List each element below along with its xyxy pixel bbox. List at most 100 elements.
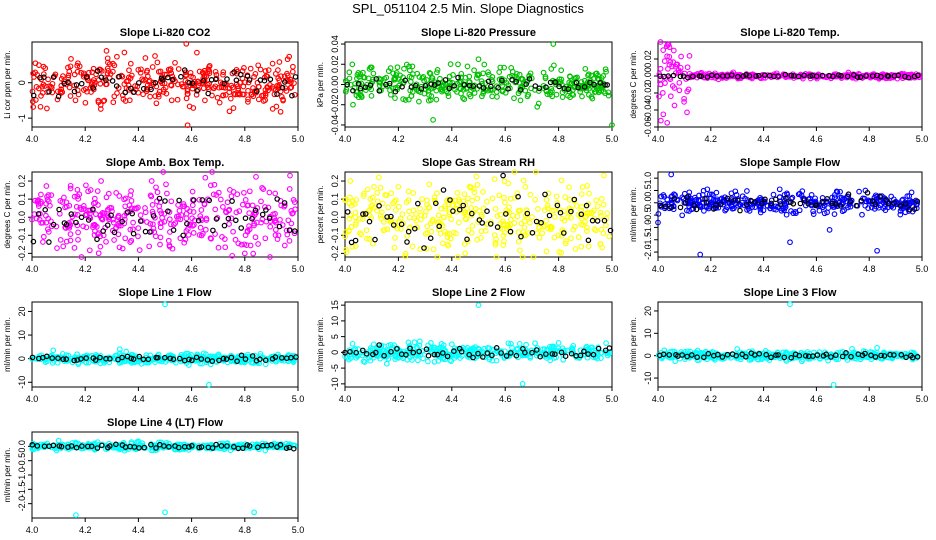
data-point xyxy=(482,227,489,234)
data-point xyxy=(149,64,156,70)
data-point xyxy=(427,70,434,77)
baseline-point xyxy=(878,352,884,359)
outlier-point xyxy=(697,251,704,258)
data-point xyxy=(163,71,170,78)
baseline-point xyxy=(344,81,351,88)
baseline-point xyxy=(858,197,865,204)
data-point xyxy=(245,79,252,86)
data-point xyxy=(189,222,196,229)
data-point xyxy=(469,223,476,229)
baseline-point xyxy=(439,350,446,356)
data-point xyxy=(176,207,183,214)
baseline-point xyxy=(691,202,698,209)
data-point xyxy=(575,234,582,241)
data-point xyxy=(515,229,522,235)
outlier-point xyxy=(287,172,293,179)
data-point xyxy=(196,68,203,75)
y-tick-label: 0.1 xyxy=(330,193,340,206)
data-point xyxy=(94,188,101,194)
data-point xyxy=(249,202,256,209)
data-point xyxy=(376,75,382,82)
baseline-point xyxy=(595,345,602,352)
data-point xyxy=(471,189,478,196)
data-point xyxy=(181,352,188,359)
data-point xyxy=(817,352,823,359)
data-point xyxy=(438,205,445,212)
baseline-point xyxy=(150,213,157,219)
data-point xyxy=(595,203,601,209)
baseline-point xyxy=(189,357,195,364)
data-point xyxy=(146,243,153,250)
data-point xyxy=(353,219,359,226)
data-point xyxy=(499,88,506,95)
data-point xyxy=(665,66,671,72)
baseline-point xyxy=(587,79,593,86)
baseline-point xyxy=(832,201,839,207)
baseline-point xyxy=(554,202,561,209)
baseline-point xyxy=(55,355,61,362)
data-point xyxy=(241,65,247,71)
baseline-point xyxy=(249,353,256,359)
baseline-point xyxy=(557,209,564,216)
data-point xyxy=(674,196,680,203)
data-point xyxy=(241,189,247,196)
data-point xyxy=(190,105,197,111)
x-tick-label: 4.0 xyxy=(26,394,39,404)
data-point xyxy=(831,211,838,217)
data-point xyxy=(127,60,134,67)
x-tick-label: 4.6 xyxy=(499,264,512,274)
baseline-point xyxy=(458,348,465,355)
baseline-point xyxy=(353,349,360,356)
data-point xyxy=(133,440,140,446)
data-point xyxy=(199,230,206,237)
data-point xyxy=(67,231,74,237)
data-point xyxy=(147,220,154,227)
data-point xyxy=(87,210,93,217)
data-point xyxy=(233,209,240,216)
data-point xyxy=(807,195,813,202)
data-point xyxy=(135,204,141,211)
data-point xyxy=(138,66,144,73)
baseline-point xyxy=(432,200,439,207)
data-point xyxy=(154,59,161,66)
baseline-point xyxy=(279,84,286,91)
data-point xyxy=(144,67,151,74)
x-tick-label: 4.6 xyxy=(185,134,198,144)
data-point xyxy=(521,352,527,358)
baseline-point xyxy=(585,351,591,357)
data-point xyxy=(426,181,433,188)
data-point xyxy=(231,355,237,362)
baseline-point xyxy=(261,77,268,84)
baseline-point xyxy=(209,445,216,451)
data-point xyxy=(500,218,506,225)
outlier-point xyxy=(162,509,168,516)
baseline-point xyxy=(277,441,284,448)
baseline-point xyxy=(71,357,78,364)
data-point xyxy=(549,224,555,231)
data-point xyxy=(461,191,468,197)
baseline-point xyxy=(796,352,803,359)
baseline-point xyxy=(484,350,491,356)
data-point xyxy=(684,109,690,116)
baseline-point xyxy=(536,85,543,92)
baseline-point xyxy=(523,81,530,87)
data-point xyxy=(80,223,86,230)
baseline-point xyxy=(398,221,405,228)
data-point xyxy=(606,233,612,240)
baseline-point xyxy=(194,88,200,94)
data-point xyxy=(524,93,531,100)
data-point xyxy=(706,191,713,198)
baseline-point xyxy=(130,230,137,237)
baseline-point xyxy=(801,197,808,203)
data-point xyxy=(272,226,279,233)
baseline-point xyxy=(254,444,261,451)
data-point xyxy=(157,234,164,241)
data-point xyxy=(914,200,920,207)
baseline-point xyxy=(142,228,149,235)
baseline-point xyxy=(717,201,724,208)
data-point xyxy=(29,98,36,105)
baseline-point xyxy=(854,74,861,81)
baseline-point xyxy=(252,207,259,214)
baseline-point xyxy=(344,209,351,215)
